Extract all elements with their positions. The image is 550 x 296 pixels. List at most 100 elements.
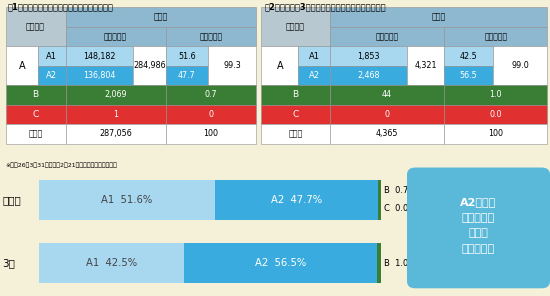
Text: 表1　福島県「県民健康調査」甲状腺検査結果: 表1 福島県「県民健康調査」甲状腺検査結果 bbox=[8, 2, 114, 11]
Text: 0: 0 bbox=[384, 110, 389, 119]
Text: 合　計: 合 計 bbox=[153, 12, 168, 22]
Text: 51.6: 51.6 bbox=[178, 52, 196, 61]
Text: 割合（％）: 割合（％） bbox=[484, 32, 507, 41]
Text: 42.5: 42.5 bbox=[460, 52, 477, 61]
Bar bbox=[65, 7, 256, 27]
Text: 割合（％）: 割合（％） bbox=[199, 32, 222, 41]
Text: 合　計: 合 計 bbox=[431, 12, 446, 22]
Text: A2  47.7%: A2 47.7% bbox=[271, 195, 322, 205]
Bar bbox=[407, 46, 444, 85]
Bar bbox=[261, 46, 299, 85]
Bar bbox=[493, 46, 547, 85]
Text: C  0.0%: C 0.0% bbox=[384, 205, 416, 213]
Text: A2: A2 bbox=[46, 71, 57, 80]
Text: 4,365: 4,365 bbox=[376, 129, 398, 139]
Text: 判定結果: 判定結果 bbox=[286, 22, 305, 31]
Bar bbox=[6, 105, 65, 124]
Text: 0.7: 0.7 bbox=[205, 91, 217, 99]
Text: C: C bbox=[293, 110, 299, 119]
Bar bbox=[39, 243, 184, 283]
Text: 47.7: 47.7 bbox=[178, 71, 196, 80]
Bar bbox=[330, 105, 444, 124]
Text: 人数（人）: 人数（人） bbox=[104, 32, 127, 41]
Bar bbox=[166, 124, 256, 144]
Bar bbox=[330, 7, 547, 27]
Text: 0: 0 bbox=[208, 110, 213, 119]
Bar bbox=[330, 66, 407, 85]
Bar bbox=[65, 66, 133, 85]
Text: 表2　福島県外3県における甲状腺有所見率調査結果: 表2 福島県外3県における甲状腺有所見率調査結果 bbox=[264, 2, 386, 11]
Text: 0.0: 0.0 bbox=[490, 110, 502, 119]
Bar bbox=[166, 105, 256, 124]
Bar bbox=[444, 124, 547, 144]
Text: 284,986: 284,986 bbox=[133, 61, 166, 70]
Bar bbox=[444, 46, 493, 66]
Text: 99.0: 99.0 bbox=[511, 61, 529, 70]
Text: 福島県: 福島県 bbox=[2, 195, 21, 205]
Text: 56.5: 56.5 bbox=[460, 71, 477, 80]
Text: 148,182: 148,182 bbox=[83, 52, 116, 61]
Text: A1: A1 bbox=[46, 52, 57, 61]
Bar bbox=[261, 85, 330, 105]
Bar bbox=[166, 85, 256, 105]
Bar bbox=[261, 7, 330, 46]
Text: B  0.7%: B 0.7% bbox=[384, 186, 416, 195]
Text: A1  51.6%: A1 51.6% bbox=[101, 195, 152, 205]
Bar bbox=[299, 46, 330, 66]
Bar bbox=[6, 124, 65, 144]
Text: B: B bbox=[293, 91, 299, 99]
Text: A: A bbox=[277, 61, 283, 71]
Bar bbox=[166, 66, 208, 85]
Text: A2判定の
ほとんどは
小さな
のう胞です: A2判定の ほとんどは 小さな のう胞です bbox=[460, 197, 497, 254]
Bar bbox=[65, 105, 166, 124]
Text: A2: A2 bbox=[309, 71, 320, 80]
Bar bbox=[330, 85, 444, 105]
Bar bbox=[65, 46, 133, 66]
Text: C: C bbox=[32, 110, 38, 119]
Text: 100: 100 bbox=[203, 129, 218, 139]
Text: 2,468: 2,468 bbox=[358, 71, 379, 80]
FancyBboxPatch shape bbox=[407, 168, 550, 288]
Bar bbox=[215, 180, 378, 220]
Text: 1: 1 bbox=[113, 110, 118, 119]
Text: A2  56.5%: A2 56.5% bbox=[255, 258, 306, 268]
Bar bbox=[65, 124, 166, 144]
Text: 判定結果: 判定結果 bbox=[26, 22, 45, 31]
Bar bbox=[65, 27, 166, 46]
Text: 2,069: 2,069 bbox=[104, 91, 127, 99]
Bar bbox=[184, 243, 377, 283]
Bar bbox=[6, 85, 65, 105]
Bar bbox=[330, 46, 407, 66]
Bar bbox=[378, 180, 381, 220]
Bar bbox=[377, 243, 381, 283]
Text: 136,804: 136,804 bbox=[83, 71, 116, 80]
Text: 人数（人）: 人数（人） bbox=[376, 32, 399, 41]
Bar bbox=[330, 27, 444, 46]
Text: 99.3: 99.3 bbox=[223, 61, 241, 70]
Text: 44: 44 bbox=[382, 91, 392, 99]
Text: ※平成26年3月31日現在（2月21日検査分まで結果確定）: ※平成26年3月31日現在（2月21日検査分まで結果確定） bbox=[6, 162, 117, 168]
Bar bbox=[444, 27, 547, 46]
Text: B  1.0%: B 1.0% bbox=[384, 259, 416, 268]
Bar bbox=[166, 27, 256, 46]
Bar bbox=[261, 124, 330, 144]
Text: 合　計: 合 計 bbox=[29, 129, 43, 139]
Bar bbox=[166, 46, 208, 66]
Text: 合　計: 合 計 bbox=[288, 129, 302, 139]
Bar bbox=[65, 85, 166, 105]
Bar bbox=[39, 180, 215, 220]
Text: A1  42.5%: A1 42.5% bbox=[86, 258, 137, 268]
Bar bbox=[444, 66, 493, 85]
Bar bbox=[38, 66, 65, 85]
Text: 1,853: 1,853 bbox=[358, 52, 379, 61]
Bar bbox=[6, 46, 38, 85]
Text: 3県: 3県 bbox=[2, 258, 15, 268]
Text: A1: A1 bbox=[309, 52, 320, 61]
Bar bbox=[133, 46, 166, 85]
Text: 4,321: 4,321 bbox=[415, 61, 437, 70]
Bar bbox=[330, 124, 444, 144]
Text: A: A bbox=[19, 61, 25, 71]
Bar bbox=[208, 46, 256, 85]
Bar bbox=[444, 105, 547, 124]
Bar bbox=[444, 85, 547, 105]
